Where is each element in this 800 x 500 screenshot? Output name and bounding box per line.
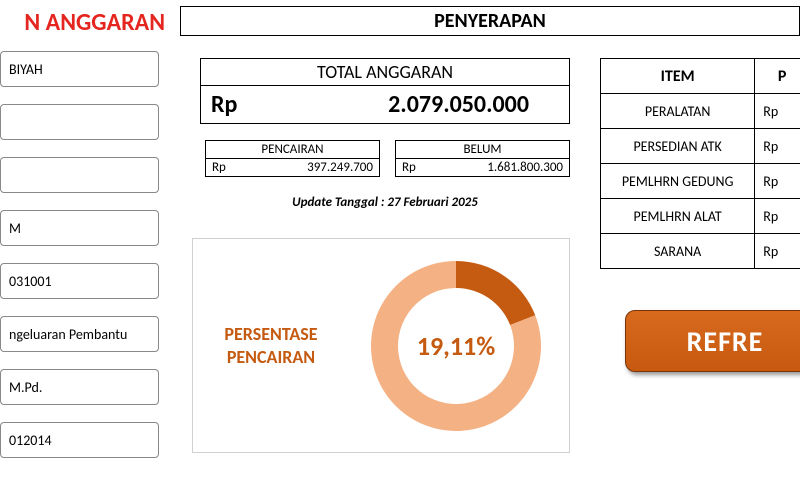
field-6-text: ngeluaran Pembantu <box>9 326 127 343</box>
field-5[interactable]: 031001 <box>0 263 159 299</box>
pencairan-amount: 397.249.700 <box>240 160 373 175</box>
field-1[interactable]: BIYAH <box>0 51 159 87</box>
field-3[interactable] <box>0 157 159 193</box>
item-name-cell: PERALATAN <box>601 94 755 129</box>
item-table-header-item: ITEM <box>601 59 755 94</box>
chart-panel: PERSENTASE PENCAIRAN 19,11% <box>192 238 570 453</box>
belum-box: BELUM Rp 1.681.800.300 <box>395 140 570 177</box>
table-row: PEMLHRN GEDUNGRp <box>601 164 800 199</box>
field-8[interactable]: 012014 <box>0 422 159 458</box>
item-name-cell: SARANA <box>601 234 755 269</box>
pencairan-label: PENCAIRAN <box>206 141 379 159</box>
left-sidebar: N ANGGARAN BIYAH M 031001 ngeluaran Pemb… <box>0 0 165 500</box>
item-table: ITEM P PERALATANRpPERSEDIAN ATKRpPEMLHRN… <box>600 58 800 269</box>
field-6[interactable]: ngeluaran Pembantu <box>0 316 159 352</box>
belum-label: BELUM <box>396 141 569 159</box>
total-amount: 2.079.050.000 <box>271 90 559 119</box>
item-name-cell: PEMLHRN ALAT <box>601 199 755 234</box>
field-8-text: 012014 <box>9 432 52 449</box>
chart-label-line2: PENCAIRAN <box>227 346 315 368</box>
pencairan-currency: Rp <box>212 160 240 175</box>
item-name-cell: PERSEDIAN ATK <box>601 129 755 164</box>
field-4-text: M <box>9 220 21 237</box>
total-anggaran-box: TOTAL ANGGARAN Rp 2.079.050.000 <box>200 58 570 124</box>
total-currency: Rp <box>211 90 271 119</box>
refresh-button[interactable]: REFRE <box>625 310 800 372</box>
field-5-text: 031001 <box>9 273 52 290</box>
table-row: PEMLHRN ALATRp <box>601 199 800 234</box>
item-currency-cell: Rp <box>755 94 800 129</box>
item-currency-cell: Rp <box>755 234 800 269</box>
pencairan-box: PENCAIRAN Rp 397.249.700 <box>205 140 380 177</box>
item-currency-cell: Rp <box>755 129 800 164</box>
field-2[interactable] <box>0 104 159 140</box>
donut-chart: 19,11% <box>343 251 569 441</box>
donut-percent-text: 19,11% <box>417 330 495 362</box>
table-row: PERSEDIAN ATKRp <box>601 129 800 164</box>
chart-label: PERSENTASE PENCAIRAN <box>193 323 343 368</box>
chart-label-line1: PERSENTASE <box>224 323 317 345</box>
item-name-cell: PEMLHRN GEDUNG <box>601 164 755 199</box>
item-table-header-p: P <box>755 59 800 94</box>
field-7[interactable]: M.Pd. <box>0 369 159 405</box>
table-row: PERALATANRp <box>601 94 800 129</box>
update-date-text: Update Tanggal : 27 Februari 2025 <box>200 195 570 210</box>
field-1-text: BIYAH <box>9 61 43 78</box>
field-7-text: M.Pd. <box>9 379 42 396</box>
item-currency-cell: Rp <box>755 164 800 199</box>
table-row: SARANARp <box>601 234 800 269</box>
field-4[interactable]: M <box>0 210 159 246</box>
belum-amount: 1.681.800.300 <box>430 160 563 175</box>
item-currency-cell: Rp <box>755 199 800 234</box>
page-title: N ANGGARAN <box>0 0 165 51</box>
total-anggaran-label: TOTAL ANGGARAN <box>201 59 569 86</box>
belum-currency: Rp <box>402 160 430 175</box>
penyerapan-header: PENYERAPAN <box>180 6 800 36</box>
